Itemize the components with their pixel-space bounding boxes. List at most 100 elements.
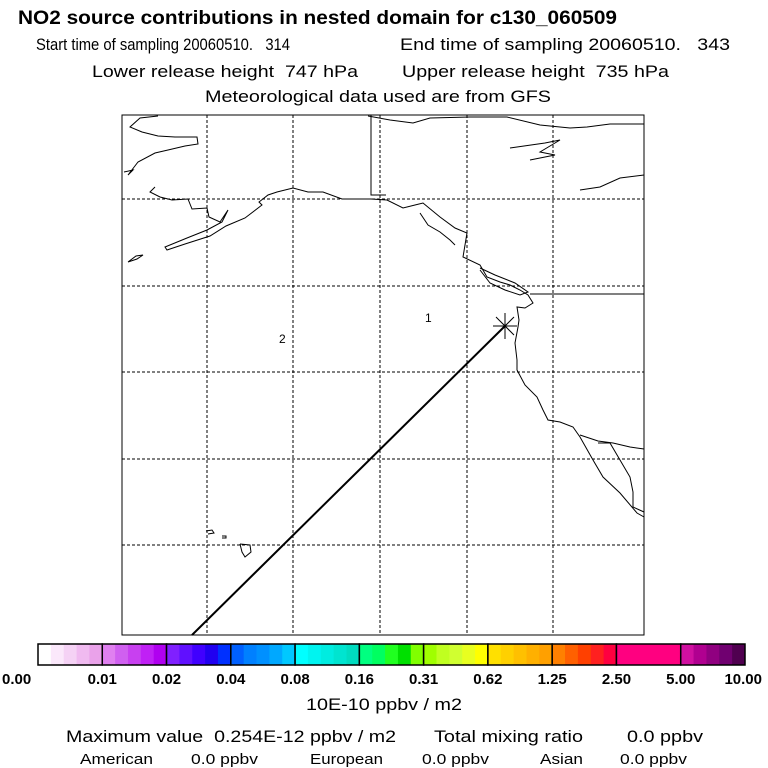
hawaii-islands bbox=[239, 543, 252, 558]
colorbar-swatch bbox=[526, 644, 540, 665]
colorbar-swatch bbox=[333, 644, 348, 665]
colorbar-swatch bbox=[63, 644, 78, 665]
colorbar-swatch bbox=[680, 644, 695, 665]
arctic-coast bbox=[367, 115, 644, 129]
release-point-star-icon bbox=[493, 313, 517, 339]
met-data-source: Meteorological data used are from GFS bbox=[205, 87, 551, 106]
colorbar-swatch bbox=[282, 644, 296, 665]
colorbar-swatch bbox=[307, 644, 322, 665]
map-label-1: 1 bbox=[425, 311, 432, 325]
colorbar-tick-label: 0.16 bbox=[345, 671, 374, 688]
colorbar-tick-label: 0.08 bbox=[280, 671, 309, 688]
end-time: End time of sampling 20060510. 343 bbox=[400, 35, 730, 54]
colorbar-tick-label: 5.00 bbox=[666, 671, 695, 688]
colorbar-swatch bbox=[462, 644, 476, 665]
hawaii-islands bbox=[205, 529, 215, 535]
aleutian-islands bbox=[127, 254, 144, 263]
colorbar-tick-label: 0.02 bbox=[152, 671, 181, 688]
alaska-canada-border bbox=[370, 115, 386, 196]
colorbar-swatch bbox=[102, 644, 116, 665]
asian-value: 0.0 ppbv bbox=[620, 751, 688, 768]
colorbar-tick-label: 10.00 bbox=[724, 671, 762, 688]
colorbar-swatch bbox=[693, 644, 707, 665]
colorbar-swatch bbox=[539, 644, 553, 665]
trajectory-line bbox=[191, 325, 506, 636]
colorbar-tick-label: 0.00 bbox=[2, 671, 31, 688]
colorbar-tick-label: 0.31 bbox=[409, 671, 438, 688]
colorbar-swatch bbox=[269, 644, 283, 665]
colorbar-swatch bbox=[76, 644, 90, 665]
hawaii-islands bbox=[222, 535, 227, 539]
colorbar-swatch bbox=[642, 644, 656, 665]
colorbar-swatch bbox=[449, 644, 463, 665]
plot-title: NO2 source contributions in nested domai… bbox=[18, 8, 617, 29]
colorbar-swatch bbox=[346, 644, 360, 665]
colorbar-swatch bbox=[243, 644, 258, 665]
european-value: 0.0 ppbv bbox=[422, 751, 490, 768]
total-mixing-label: Total mixing ratio bbox=[434, 727, 583, 746]
colorbar-swatch bbox=[423, 644, 437, 665]
political-boundaries bbox=[370, 115, 644, 295]
colorbar-swatch bbox=[89, 644, 103, 665]
colorbar-swatch bbox=[372, 644, 386, 665]
colorbar-swatch bbox=[616, 644, 630, 665]
colorbar-swatch bbox=[359, 644, 373, 665]
colorbar-swatch bbox=[732, 644, 746, 665]
american-value: 0.0 ppbv bbox=[191, 751, 259, 768]
arctic-islands bbox=[579, 174, 645, 191]
colorbar-tick-label: 1.25 bbox=[538, 671, 567, 688]
colorbar-swatch bbox=[50, 644, 65, 665]
colorbar-swatch bbox=[192, 644, 206, 665]
colorbar-swatch bbox=[487, 644, 502, 665]
colorbar-swatch bbox=[397, 644, 412, 665]
european-label: European bbox=[310, 751, 383, 768]
alaska-northwest-coast bbox=[123, 115, 199, 176]
colorbar-swatch bbox=[410, 644, 425, 665]
colorbar-swatch bbox=[166, 644, 180, 665]
colorbar-tick-label: 0.62 bbox=[473, 671, 502, 688]
vancouver-island bbox=[479, 267, 530, 296]
arctic-islands bbox=[509, 139, 561, 161]
colorbar-swatch bbox=[552, 644, 566, 665]
colorbar-swatch bbox=[217, 644, 232, 665]
lower-release-height: Lower release height 747 hPa bbox=[92, 62, 359, 81]
colorbar-swatch bbox=[706, 644, 720, 665]
colorbar bbox=[37, 643, 746, 666]
alaska-coast bbox=[149, 186, 645, 518]
colorbar-swatch bbox=[629, 644, 643, 665]
coastlines bbox=[123, 115, 645, 558]
colorbar-tick-label: 2.50 bbox=[602, 671, 631, 688]
start-time: Start time of sampling 20060510. 314 bbox=[36, 35, 290, 54]
colorbar-units: 10E-10 ppbv / m2 bbox=[306, 695, 462, 714]
colorbar-swatch bbox=[667, 644, 682, 665]
colorbar-swatch bbox=[127, 644, 142, 665]
inland-water bbox=[419, 212, 456, 246]
baja-peninsula bbox=[598, 442, 645, 513]
colorbar-swatch bbox=[565, 644, 579, 665]
colorbar-swatch bbox=[513, 644, 527, 665]
colorbar-swatch bbox=[603, 644, 617, 665]
map-frame bbox=[121, 114, 645, 636]
map-grid bbox=[122, 115, 644, 635]
colorbar-group-border bbox=[679, 643, 746, 666]
colorbar-swatch bbox=[719, 644, 733, 665]
colorbar-swatch bbox=[115, 644, 129, 665]
colorbar-swatch bbox=[179, 644, 193, 665]
colorbar-swatch bbox=[153, 644, 168, 665]
map: 1 2 bbox=[121, 114, 645, 636]
colorbar-swatch bbox=[475, 644, 489, 665]
colorbar-swatch bbox=[385, 644, 399, 665]
colorbar-swatch bbox=[590, 644, 605, 665]
map-label-2: 2 bbox=[279, 332, 286, 346]
colorbar-swatch bbox=[256, 644, 270, 665]
colorbar-swatch bbox=[295, 644, 309, 665]
total-mixing-value: 0.0 ppbv bbox=[627, 727, 704, 746]
colorbar-swatch bbox=[205, 644, 219, 665]
colorbar-swatch bbox=[436, 644, 450, 665]
american-label: American bbox=[80, 751, 153, 768]
colorbar-swatch bbox=[38, 644, 52, 665]
colorbar-tick-label: 0.01 bbox=[88, 671, 117, 688]
upper-release-height: Upper release height 735 hPa bbox=[402, 62, 670, 81]
asian-label: Asian bbox=[540, 751, 583, 768]
